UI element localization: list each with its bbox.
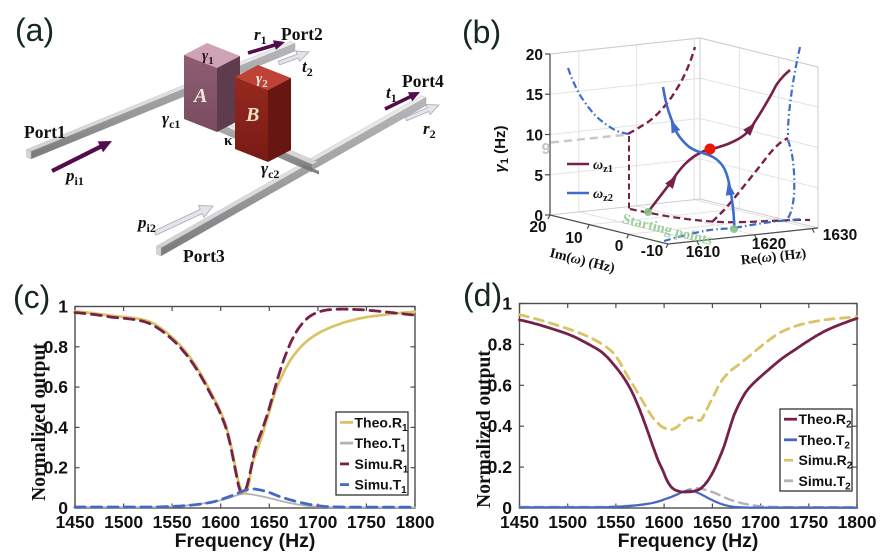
svg-text:20: 20	[526, 47, 543, 64]
svg-text:B: B	[245, 104, 259, 126]
svg-text:Theo.R2: Theo.R2	[799, 411, 852, 431]
svg-text:1620: 1620	[752, 236, 786, 253]
svg-text:1630: 1630	[823, 227, 857, 244]
svg-text:Normalized output: Normalized output	[474, 350, 495, 508]
svg-text:1: 1	[502, 294, 512, 314]
svg-text:Theo.T2: Theo.T2	[799, 432, 851, 452]
svg-text:0: 0	[534, 208, 543, 225]
svg-text:Port1: Port1	[24, 122, 66, 142]
svg-text:t1: t1	[386, 83, 397, 105]
svg-text:Simu.R2: Simu.R2	[799, 452, 853, 472]
svg-text:Theo.R1: Theo.R1	[355, 414, 408, 434]
svg-text:5: 5	[534, 168, 543, 185]
svg-text:1600: 1600	[201, 512, 240, 532]
svg-text:Theo.T1: Theo.T1	[355, 435, 407, 455]
svg-text:γ1: γ1	[202, 48, 214, 67]
svg-text:(c): (c)	[13, 279, 50, 315]
svg-text:1800: 1800	[396, 512, 435, 532]
svg-text:1550: 1550	[596, 512, 635, 532]
svg-text:1610: 1610	[686, 244, 720, 261]
svg-text:0.8: 0.8	[44, 337, 69, 357]
svg-text:9: 9	[542, 141, 551, 158]
svg-text:10: 10	[526, 128, 543, 145]
svg-text:1: 1	[58, 297, 68, 317]
svg-text:(a): (a)	[15, 12, 54, 48]
svg-text:15: 15	[526, 87, 544, 104]
svg-text:0: 0	[502, 498, 512, 518]
svg-text:1700: 1700	[298, 512, 337, 532]
svg-text:0: 0	[58, 498, 68, 518]
svg-text:1650: 1650	[693, 512, 732, 532]
svg-text:Simu.R1: Simu.R1	[355, 456, 409, 476]
svg-text:1650: 1650	[250, 512, 289, 532]
svg-text:Frequency (Hz): Frequency (Hz)	[175, 530, 316, 552]
svg-text:γ1 (Hz): γ1 (Hz)	[492, 126, 511, 173]
svg-text:Port2: Port2	[281, 24, 323, 44]
svg-text:1450: 1450	[500, 512, 539, 532]
svg-text:-10: -10	[641, 243, 663, 260]
svg-text:0.4: 0.4	[488, 416, 513, 436]
svg-text:1550: 1550	[153, 512, 192, 532]
svg-text:0.6: 0.6	[488, 375, 513, 395]
svg-text:0.2: 0.2	[488, 457, 513, 477]
svg-text:Re(ω) (Hz): Re(ω) (Hz)	[740, 247, 807, 269]
svg-text:(b): (b)	[462, 14, 501, 50]
svg-text:0: 0	[615, 238, 624, 255]
svg-text:Simu.T2: Simu.T2	[799, 473, 852, 493]
svg-text:(d): (d)	[463, 277, 502, 313]
svg-text:A: A	[192, 85, 207, 107]
svg-text:Port3: Port3	[183, 246, 225, 266]
svg-text:0.8: 0.8	[488, 334, 513, 354]
svg-text:Simu.T1: Simu.T1	[355, 477, 408, 497]
svg-text:1800: 1800	[838, 512, 877, 532]
svg-text:0.6: 0.6	[44, 377, 69, 397]
svg-text:κ: κ	[224, 133, 233, 149]
svg-text:0.2: 0.2	[44, 458, 69, 478]
svg-text:Port4: Port4	[402, 71, 444, 91]
svg-text:t2: t2	[302, 57, 313, 79]
svg-text:1500: 1500	[104, 512, 143, 532]
svg-text:0.4: 0.4	[44, 417, 69, 437]
svg-text:1450: 1450	[56, 512, 95, 532]
svg-text:1700: 1700	[741, 512, 780, 532]
svg-text:1750: 1750	[789, 512, 828, 532]
svg-text:1600: 1600	[645, 512, 684, 532]
svg-text:1500: 1500	[548, 512, 587, 532]
svg-text:Frequency (Hz): Frequency (Hz)	[618, 530, 759, 552]
svg-text:Normalized output: Normalized output	[29, 343, 50, 501]
svg-text:20: 20	[529, 219, 546, 236]
svg-text:1750: 1750	[347, 512, 386, 532]
svg-text:10: 10	[565, 230, 582, 247]
